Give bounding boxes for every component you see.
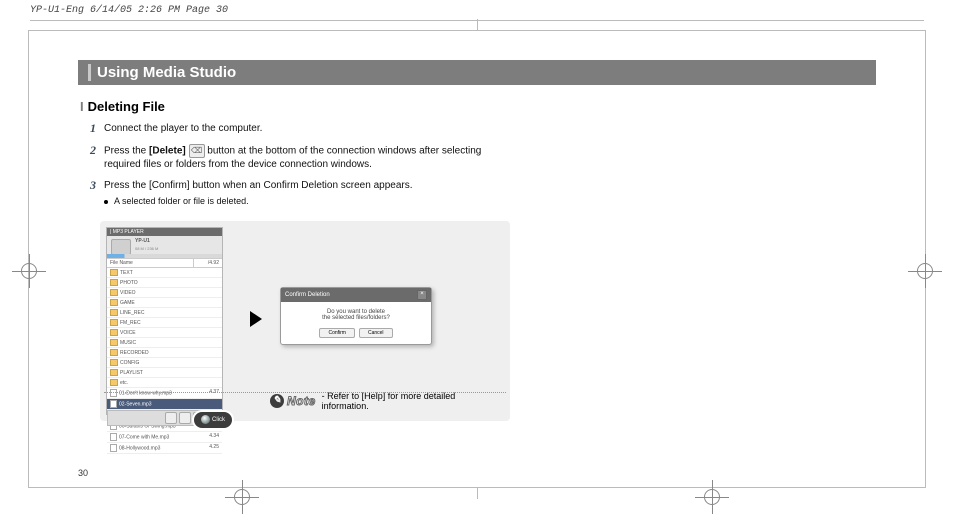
dialog-close-icon[interactable]: × [417,290,427,300]
dialog-titlebar: Confirm Deletion × [281,288,431,302]
column-size: /4.92 [193,259,222,267]
step-number: 1 [90,122,96,134]
page-content: Using Media Studio I Deleting File 1 Conn… [78,60,876,421]
section-bar: I [80,99,84,114]
step-text: Press the [Confirm] button when an Confi… [104,180,413,191]
step-number: 3 [90,179,96,191]
confirm-button[interactable]: Confirm [319,328,355,338]
step-sub-bullet: A selected folder or file is deleted. [104,195,520,207]
list-item-file[interactable]: 07-Come with Me.mp34.34 [107,432,222,443]
device-icon [111,239,131,255]
step-number: 2 [90,144,96,156]
page-number: 30 [78,468,88,478]
list-item-folder[interactable]: PHOTO [107,278,222,288]
instruction-steps: 1 Connect the player to the computer. 2 … [90,122,520,207]
click-label: Click [212,417,225,423]
reg-mark-left [12,254,46,288]
list-item-folder[interactable]: RECORDED [107,348,222,358]
step-3: 3 Press the [Confirm] button when an Con… [90,179,520,207]
toolbar-btn[interactable] [165,412,177,424]
list-item-folder[interactable]: etc. [107,378,222,388]
reg-mark-bottom-right [695,480,729,514]
step-text: Connect the player to the computer. [104,123,262,134]
page-title: Using Media Studio [88,64,236,81]
note-label: Note [287,394,316,408]
step-1: 1 Connect the player to the computer. [90,122,520,136]
step-text-pre: Press the [104,145,149,156]
list-item-folder[interactable]: VIDEO [107,288,222,298]
device-name: YP-U1 [135,238,150,244]
dialog-body: Do you want to delete the selected files… [281,302,431,328]
illustration-panel: | MP3 PLAYER YP-U1 08 M / 236 M File Nam… [100,221,510,421]
delete-icon: ⌫ [189,144,205,158]
player-window: | MP3 PLAYER YP-U1 08 M / 236 M File Nam… [106,227,223,415]
device-capacity: 08 M / 236 M [135,246,158,251]
dialog-text-2: the selected files/folders? [285,315,427,321]
list-item-folder[interactable]: MUSIC [107,338,222,348]
note-badge: ✎ Note [270,394,316,408]
reg-mark-bottom-left [225,480,259,514]
column-filename: File Name [107,259,193,267]
reg-mark-right [908,254,942,288]
list-item-file[interactable]: 02-Seven.mp3 [107,399,222,410]
list-item-folder[interactable]: LINE_REC [107,308,222,318]
flow-arrow-icon [250,311,262,327]
list-item-folder[interactable]: VOICE [107,328,222,338]
step-text-bold: [Delete] [149,145,186,156]
list-item-folder[interactable]: TEXT [107,268,222,278]
note-icon: ✎ [270,394,284,408]
toolbar-btn[interactable] [179,412,191,424]
player-titlebar: | MP3 PLAYER [107,228,222,236]
dialog-buttons: Confirm Cancel [281,328,431,344]
list-item-file[interactable]: 01-Don't know why.mp34.37 [107,388,222,399]
section-heading: I Deleting File [80,99,876,114]
cancel-button[interactable]: Cancel [359,328,393,338]
player-columns: File Name /4.92 [107,259,222,268]
click-cursor-badge: Click [194,412,232,428]
player-device-summary: YP-U1 08 M / 236 M [107,236,222,259]
list-item-folder[interactable]: GAME [107,298,222,308]
note-text: - Refer to [Help] for more detailed info… [322,391,504,411]
note-row: ✎ Note - Refer to [Help] for more detail… [270,391,504,411]
dialog-title: Confirm Deletion [285,292,330,298]
list-item-folder[interactable]: CONFIG [107,358,222,368]
device-capacity-bar [107,254,222,258]
title-bar: Using Media Studio [78,60,876,85]
section-label: Deleting File [88,99,165,114]
list-item-file[interactable]: 08-Hollywood.mp34.25 [107,443,222,454]
list-item-folder[interactable]: PLAYLIST [107,368,222,378]
step-2: 2 Press the [Delete] ⌫ button at the bot… [90,144,520,172]
list-item-folder[interactable]: FM_REC [107,318,222,328]
confirm-deletion-dialog: Confirm Deletion × Do you want to delete… [280,287,432,345]
